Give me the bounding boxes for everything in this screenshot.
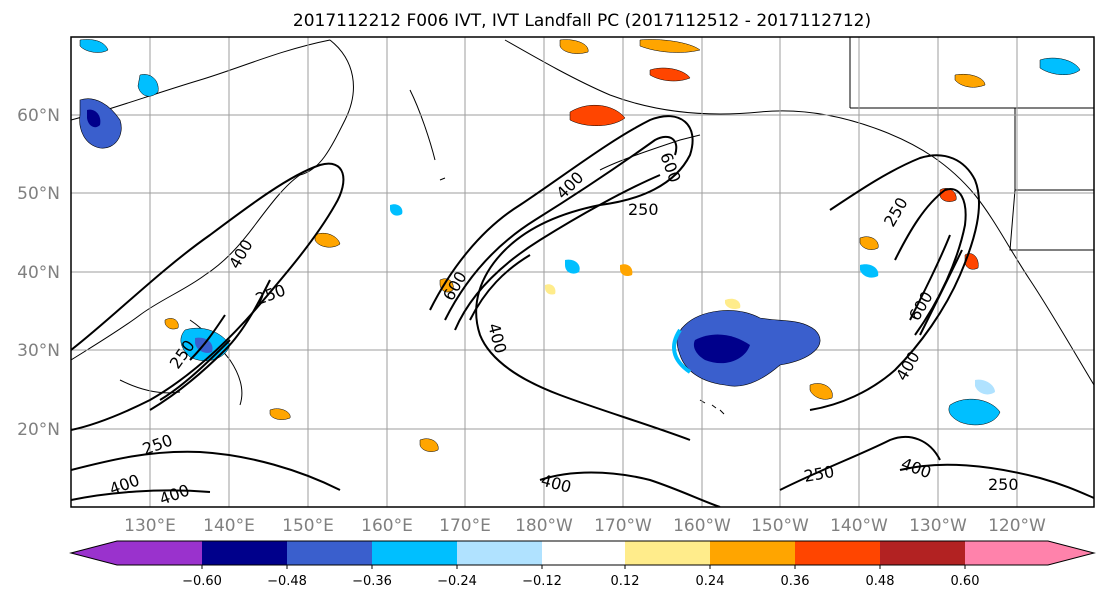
colorbar-segment	[965, 541, 1094, 565]
lat-label: 30°N	[17, 341, 60, 361]
colorbar-outline	[69, 540, 1096, 566]
map-panel: 600 250 400 600 250 400 250 600 400 250 …	[70, 36, 1095, 508]
lon-label: 170°W	[594, 516, 652, 536]
pc-shading	[79, 39, 1081, 452]
colorbar-segment	[625, 541, 710, 565]
colorbar-segment	[372, 541, 457, 565]
colorbar-tick-label: 0.60	[951, 574, 980, 589]
lon-label: 170°E	[439, 516, 491, 536]
colorbar-segment	[71, 541, 202, 565]
colorbar-ticks	[201, 565, 966, 569]
colorbar-tick-label: −0.60	[182, 574, 222, 589]
lon-label: 160°W	[673, 516, 731, 536]
lat-label: 40°N	[17, 263, 60, 283]
lon-label: 130°E	[124, 516, 176, 536]
colorbar-segment	[287, 541, 372, 565]
latitude-labels: 60°N 50°N 40°N 30°N 20°N	[17, 106, 60, 440]
longitude-labels: 130°E 140°E 150°E 160°E 170°E 180°W 170°…	[124, 516, 1046, 536]
colorbar-segment	[795, 541, 880, 565]
lon-label: 150°E	[282, 516, 334, 536]
lon-label: 160°E	[361, 516, 413, 536]
colorbar-tick-label: −0.12	[522, 574, 562, 589]
lon-label: 180°W	[515, 516, 573, 536]
colorbar-tick-label: −0.24	[437, 574, 477, 589]
colorbar-tick-label: 0.36	[781, 574, 810, 589]
ivt-contours	[71, 115, 1094, 507]
colorbar-segment	[710, 541, 795, 565]
colorbar-segment	[542, 541, 625, 565]
colorbar-tick-label: 0.12	[611, 574, 640, 589]
lon-label: 140°E	[203, 516, 255, 536]
gridlines	[71, 37, 1094, 507]
contour-label: 250	[628, 200, 659, 219]
coastlines	[71, 37, 1094, 415]
colorbar: −0.60 −0.48 −0.36 −0.24 −0.12 0.12 0.24 …	[69, 540, 1096, 589]
colorbar-tick-label: 0.48	[866, 574, 895, 589]
lon-label: 130°W	[909, 516, 967, 536]
lat-label: 20°N	[17, 420, 60, 440]
colorbar-segment	[880, 541, 965, 565]
lon-label: 120°W	[988, 516, 1046, 536]
map-title: 2017112212 F006 IVT, IVT Landfall PC (20…	[293, 11, 871, 31]
colorbar-tick-label: −0.36	[352, 574, 392, 589]
colorbar-segment	[457, 541, 542, 565]
contour-label: 250	[988, 475, 1019, 494]
lat-label: 50°N	[17, 184, 60, 204]
colorbar-tick-label: 0.24	[696, 574, 725, 589]
lat-label: 60°N	[17, 106, 60, 126]
lon-label: 150°W	[751, 516, 809, 536]
map-frame	[70, 36, 1095, 508]
lon-label: 140°W	[830, 516, 888, 536]
colorbar-tick-label: −0.48	[267, 574, 307, 589]
colorbar-segment	[202, 541, 287, 565]
